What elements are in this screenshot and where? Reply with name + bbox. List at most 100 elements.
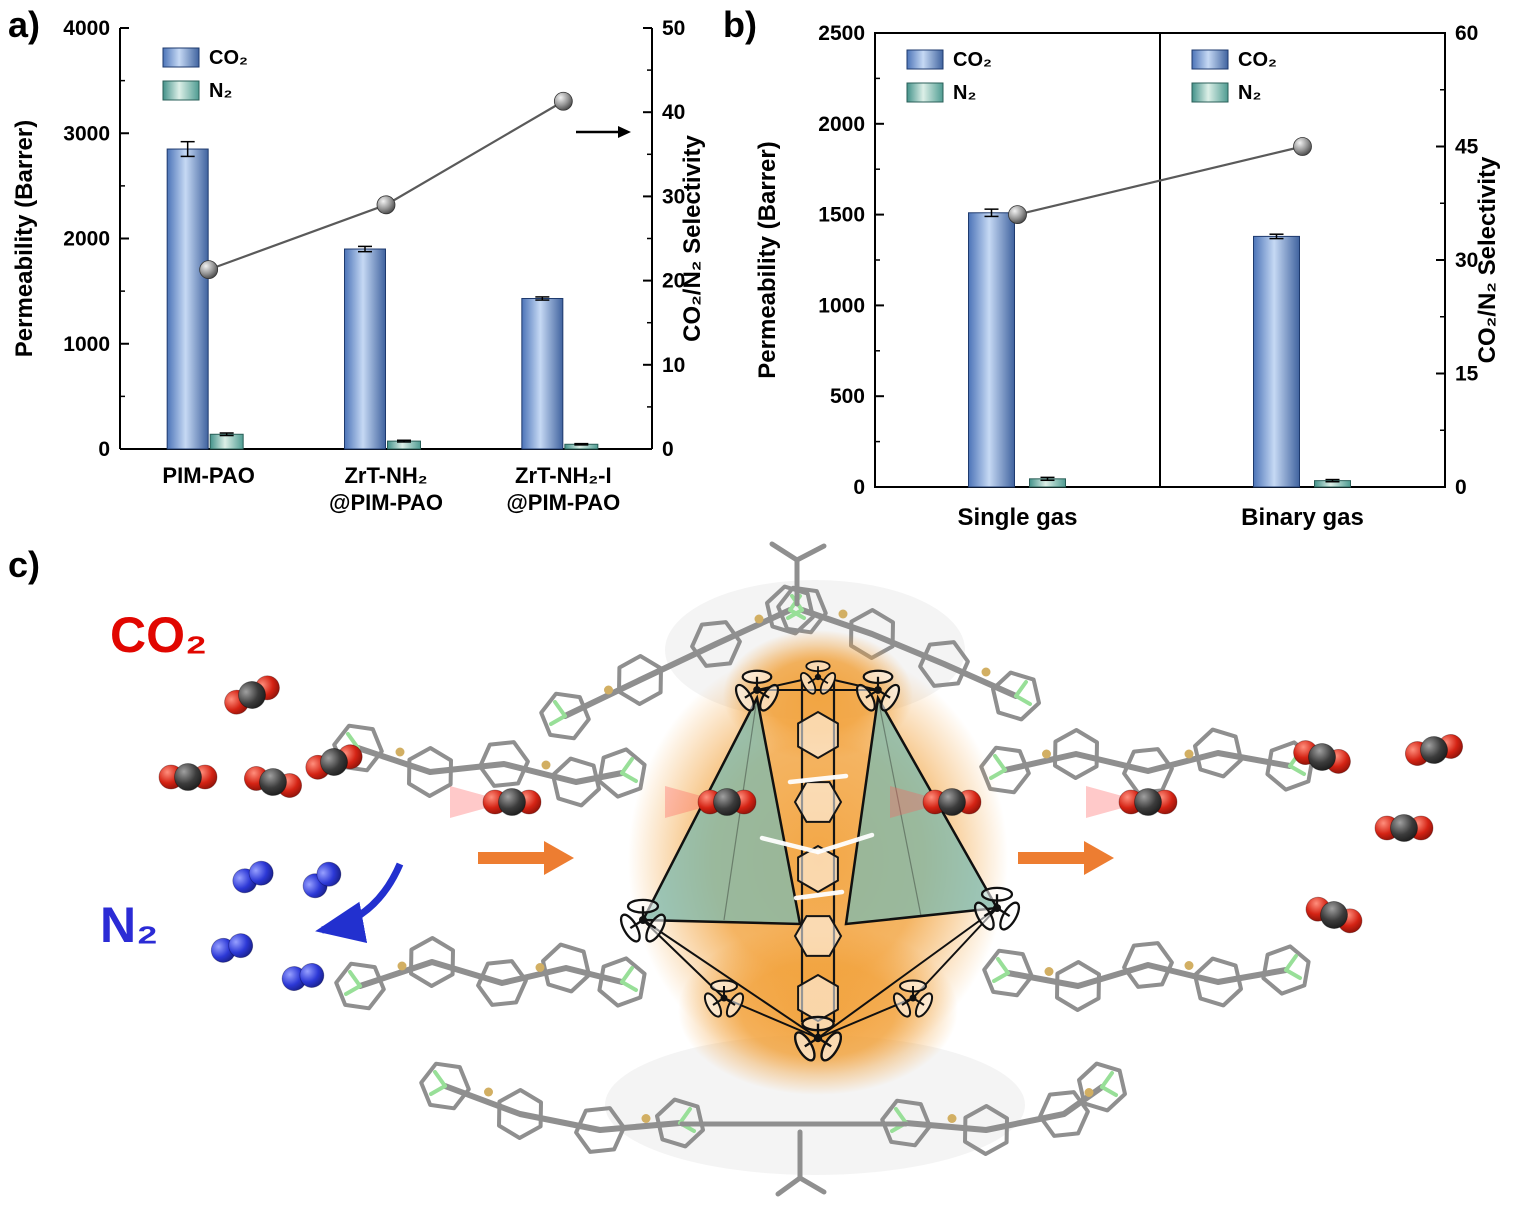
n2-molecule — [302, 861, 342, 899]
selectivity-line — [208, 100, 564, 271]
co2-molecule — [1305, 896, 1363, 934]
legend-swatch — [162, 47, 200, 68]
legend-swatch — [906, 82, 944, 103]
cage-glow-top — [723, 630, 913, 760]
cage-pillar-ring — [797, 844, 839, 894]
co2-molecule — [1374, 814, 1434, 842]
bars — [166, 140, 599, 450]
category-label: Single gas — [957, 504, 1077, 531]
co2-molecule — [1293, 740, 1351, 774]
legend-swatch — [906, 49, 944, 70]
panel-b-label: b) — [723, 4, 757, 45]
co2-motion-trail — [450, 786, 508, 818]
y2-tick-label: 60 — [1455, 22, 1478, 45]
co2-molecule — [697, 788, 757, 816]
y-tick-label: 0 — [98, 438, 110, 461]
cage-pillar-ring — [793, 915, 843, 957]
co2-molecule — [243, 766, 303, 798]
co2-motion-trail — [890, 786, 948, 818]
y-tick-label: 2500 — [818, 22, 865, 45]
co2-molecule — [1404, 734, 1464, 766]
metal-cluster — [799, 660, 837, 695]
selectivity-marker — [553, 91, 573, 111]
cage-pillar-ring — [797, 973, 839, 1023]
co2-bar — [1253, 235, 1300, 488]
permeability-selectivity-chart-b: 0 500 1000 1500 2000 2500 0 15 30 45 60 CO₂ N₂ CO₂ N₂ S… — [754, 22, 1501, 531]
metal-cluster — [892, 979, 934, 1018]
legend-label: N₂ — [953, 82, 976, 104]
legend-label: CO₂ — [953, 49, 992, 71]
legend-label: N₂ — [1238, 82, 1261, 104]
n2-molecule — [232, 860, 274, 894]
panel-c-label: c) — [8, 544, 41, 585]
y2-tick-label: 30 — [1455, 249, 1478, 272]
legend-swatch — [1191, 49, 1229, 70]
legend: CO₂ N₂ — [906, 49, 992, 104]
metal-cluster — [793, 1015, 843, 1062]
selectivity-marker — [1293, 137, 1312, 156]
y-tick-label: 1000 — [63, 333, 110, 356]
cage-pillar-ring — [797, 710, 839, 760]
panel-a: a) 0 1000 2000 3000 4000 0 10 20 30 40 50 CO₂ N₂ PIM-… — [0, 0, 715, 540]
right-arrowhead-icon — [618, 126, 631, 138]
metal-cluster — [973, 886, 1021, 931]
ticks: 0 500 1000 1500 2000 2500 0 15 30 45 60 — [818, 22, 1478, 499]
co2-bar — [166, 148, 209, 450]
y2-tick-label: 15 — [1455, 363, 1479, 386]
metal-cluster — [734, 669, 780, 712]
legend-label: N₂ — [209, 80, 232, 102]
cage-pillar-ring — [793, 781, 843, 823]
co2-molecule — [922, 788, 982, 816]
metal-cluster — [619, 898, 667, 943]
y2-tick-label: 50 — [662, 17, 685, 40]
y2-tick-label: 45 — [1455, 136, 1479, 159]
category-label: @PIM-PAO — [506, 490, 620, 515]
y2-tick-label: 30 — [662, 185, 685, 208]
y-tick-label: 1500 — [818, 204, 865, 227]
legend-swatch — [1191, 82, 1229, 103]
y2-tick-label: 40 — [662, 101, 685, 124]
n2-gas-label: N₂ — [100, 897, 158, 953]
flow-arrow-icon — [1018, 841, 1114, 875]
category-label: @PIM-PAO — [329, 490, 443, 515]
category-label: Binary gas — [1241, 504, 1364, 531]
panel-a-label: a) — [8, 4, 41, 45]
y-tick-label: 500 — [830, 385, 865, 408]
co2-motion-trail — [1086, 786, 1144, 818]
co2-molecule — [1118, 788, 1178, 816]
y-tick-label: 2000 — [63, 228, 110, 251]
flow-arrow-icon — [478, 841, 574, 875]
n2-molecule — [281, 963, 325, 991]
category-label: ZrT-NH₂ — [344, 463, 427, 488]
y-tick-label: 2000 — [818, 113, 865, 136]
y-tick-label: 0 — [853, 476, 865, 499]
co2-motion-trail — [665, 786, 723, 818]
y2-tick-label: 0 — [662, 438, 674, 461]
y-tick-label: 1000 — [818, 294, 865, 317]
metal-cluster — [855, 669, 901, 712]
y-axis-title: Permeability (Barrer) — [754, 141, 781, 378]
legend-swatch — [162, 80, 200, 101]
co2-bar — [968, 212, 1015, 488]
y-tick-label: 3000 — [63, 122, 110, 145]
selectivity-marker — [1008, 205, 1027, 225]
permeability-selectivity-chart-a: 0 1000 2000 3000 4000 0 10 20 30 40 50 CO₂ N₂ PIM-PAO… — [11, 17, 706, 515]
co2-gas-label: CO₂ — [110, 607, 207, 663]
y-tick-label: 4000 — [63, 17, 110, 40]
n2-molecule — [210, 933, 254, 963]
selectivity-marker — [376, 195, 396, 215]
selectivity-line — [1017, 145, 1303, 216]
co2-bar — [344, 248, 386, 450]
legend-label: CO₂ — [1238, 49, 1277, 71]
membrane-separation-illustration: CO₂ N₂ — [100, 541, 1464, 1197]
n2-reject-arrow-icon — [315, 862, 404, 943]
legend-label: CO₂ — [209, 47, 248, 69]
metal-cluster — [703, 979, 745, 1018]
panel-c: c) CO₂ N₂ — [0, 530, 1529, 1206]
category-label: PIM-PAO — [162, 463, 254, 488]
category-label: ZrT-NH₂-I — [515, 463, 612, 488]
selectivity-marker — [199, 260, 219, 280]
legend: CO₂ N₂ — [162, 47, 248, 102]
bars — [968, 208, 1351, 488]
